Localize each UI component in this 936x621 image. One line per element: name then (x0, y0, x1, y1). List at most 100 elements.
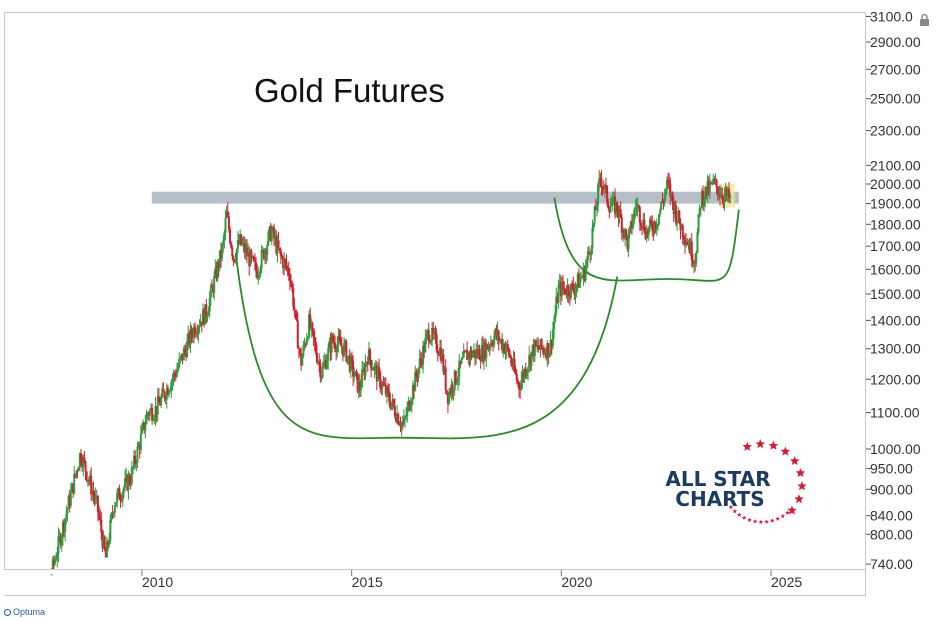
candle-body (719, 194, 722, 197)
candle-body (262, 249, 265, 259)
candle-body (389, 401, 392, 409)
candle-body (420, 359, 423, 365)
candle-body (530, 351, 533, 366)
candle-body (257, 274, 260, 279)
candle-body (531, 344, 534, 352)
candle-body (497, 330, 500, 342)
candle-body (594, 206, 597, 210)
candle-body (110, 513, 113, 520)
candle-body (544, 352, 547, 354)
candle-body (335, 348, 338, 353)
candle-body (153, 417, 156, 420)
candle-body (50, 574, 53, 576)
y-tick-label: 1600.00 (870, 261, 921, 277)
candle-body (56, 554, 59, 560)
y-tick-label: 950.00 (870, 461, 913, 477)
candle-body (483, 342, 486, 361)
candle-body (654, 221, 657, 230)
candles-layer (50, 169, 732, 576)
candle-body (169, 390, 172, 392)
candle-body (487, 346, 490, 350)
candle-body (251, 256, 254, 258)
candle-body (345, 341, 348, 362)
candle-body (505, 344, 508, 350)
candle-body (579, 278, 582, 288)
candle-body (279, 250, 282, 256)
candle-body (75, 470, 78, 476)
candle-body (286, 267, 289, 269)
candle-body (69, 491, 72, 506)
candle-body (116, 492, 119, 503)
candle-body (108, 540, 111, 545)
candle-body (196, 333, 199, 335)
y-tick-label: 2700.00 (870, 61, 921, 77)
candle-body (690, 241, 693, 261)
candle-body (593, 206, 596, 223)
candle-body (347, 355, 350, 357)
candle-body (427, 330, 430, 342)
lock-icon[interactable] (920, 13, 929, 27)
candle-body (208, 297, 211, 312)
candle-body (209, 285, 212, 298)
candle-body (233, 259, 236, 262)
x-tick-label: 2010 (142, 574, 173, 590)
candle-body (122, 487, 125, 492)
candle-body (407, 401, 410, 407)
candle-body (682, 237, 685, 240)
candle-body (717, 194, 720, 196)
candle-body (494, 328, 497, 337)
candle-body (488, 346, 491, 348)
candle-body (416, 376, 419, 378)
candle-body (615, 202, 618, 214)
candle-body (104, 549, 107, 558)
candle-body (669, 184, 672, 198)
candle-body (632, 220, 635, 228)
candle-body (189, 328, 192, 345)
candle-body (726, 189, 729, 197)
candle-body (463, 351, 466, 353)
candle-body (408, 401, 411, 410)
optuma-logo-icon (4, 609, 11, 617)
candle-body (369, 349, 372, 361)
candle-body (697, 213, 700, 233)
candle-body (572, 284, 575, 291)
candle-body (565, 293, 568, 296)
candle-body (154, 406, 157, 418)
candle-body (449, 391, 452, 395)
candle-body (628, 226, 631, 235)
star-icon (768, 440, 779, 450)
candle-body (322, 363, 325, 367)
candle-body (64, 518, 67, 532)
candle-body (152, 419, 155, 421)
candle-body (67, 496, 70, 509)
candle-body (672, 201, 675, 215)
candle-body (715, 179, 718, 188)
candle-body (336, 343, 339, 353)
candle-body (168, 391, 171, 395)
candle-body (516, 380, 519, 383)
candle-body (77, 467, 80, 471)
y-tick-label: 1500.00 (870, 286, 921, 302)
candle-body (537, 345, 540, 349)
candle-body (460, 359, 463, 364)
candle-body (444, 367, 447, 390)
candle-body (533, 340, 536, 357)
candle-body (200, 321, 203, 326)
candle-body (432, 327, 435, 335)
candle-body (702, 191, 705, 206)
candle-body (528, 355, 531, 368)
candle-body (477, 348, 480, 356)
candle-body (588, 251, 591, 253)
candle-body (624, 229, 627, 238)
candle-body (102, 536, 105, 548)
candle-body (134, 455, 137, 464)
candle-body (616, 202, 619, 212)
candle-body (411, 385, 414, 400)
candle-body (299, 349, 302, 354)
candle-body (707, 181, 710, 193)
candle-body (387, 386, 390, 392)
candle-body (326, 360, 329, 369)
candle-body (186, 341, 189, 358)
candle-body (296, 320, 299, 349)
candle-body (585, 259, 588, 267)
